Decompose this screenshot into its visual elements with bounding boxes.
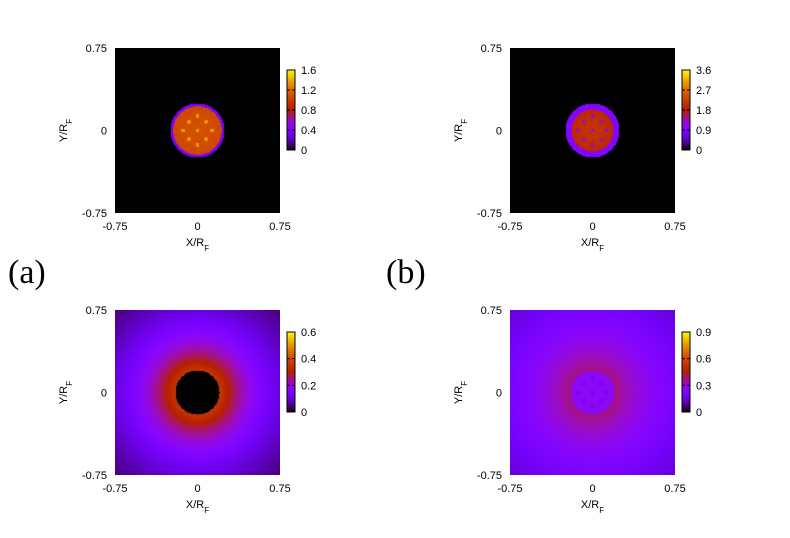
y-tick-labels: 0.75 0 -0.75 (477, 43, 502, 220)
x-tick-label: 0 (589, 221, 595, 233)
y-axis-label: Y/RF (453, 381, 469, 404)
x-tick-label: 0.75 (664, 221, 685, 233)
colorbar-frame (286, 331, 296, 413)
heatmap-image (510, 48, 675, 213)
heatmap-plot-a-top: 0.75 0 -0.75 Y/RF -0.75 0 0.75 X/RF 1.6 1.2 0.… (58, 43, 316, 253)
heatmap-image (510, 310, 675, 475)
x-tick-label: -0.75 (497, 483, 522, 495)
y-tick-label: -0.75 (82, 208, 107, 220)
colorbar (287, 70, 295, 150)
colorbar-tick-labels: 0.6 0.4 0.2 0 (287, 327, 316, 419)
heatmap-plot-b-top: 0.75 0 -0.75 Y/RF -0.75 0 0.75 X/RF 3.6 2.7 1.… (453, 43, 711, 253)
y-tick-labels: 0.75 0 -0.75 (82, 43, 107, 220)
colorbar-tick-labels: 3.6 2.7 1.8 0.9 0 (682, 65, 711, 157)
colorbar-tick-label: 0 (301, 407, 307, 419)
colorbar-frame (681, 331, 691, 413)
colorbar (682, 332, 690, 412)
heatmap-image (115, 310, 280, 475)
colorbar-tick-label: 0.4 (301, 354, 316, 366)
colorbar-tick-label: 1.2 (301, 85, 316, 97)
colorbar-tick-label: 0.9 (696, 125, 711, 137)
colorbar-tick-label: 3.6 (696, 65, 711, 77)
colorbar-tick-label: 0.9 (696, 327, 711, 339)
x-tick-labels: -0.75 0 0.75 (497, 483, 685, 495)
x-axis-label: X/RF (186, 237, 209, 253)
y-tick-labels: 0.75 0 -0.75 (82, 305, 107, 482)
y-tick-label: 0 (496, 388, 502, 400)
y-tick-labels: 0.75 0 -0.75 (477, 305, 502, 482)
panel-b-bottom: 0.75 0 -0.75 Y/RF -0.75 0 0.75 X/RF 0.9 0.6 0.… (395, 262, 790, 531)
x-tick-label: -0.75 (102, 483, 127, 495)
y-tick-label: -0.75 (82, 470, 107, 482)
colorbar-tick-label: 0 (696, 145, 702, 157)
colorbar-tick-labels: 0.9 0.6 0.3 0 (682, 327, 711, 419)
colorbar-tick-label: 0.6 (301, 327, 316, 339)
figure-label-a: (a) (8, 254, 46, 291)
y-tick-label: 0.75 (481, 305, 502, 317)
y-tick-label: 0 (101, 388, 107, 400)
x-tick-label: 0.75 (269, 221, 290, 233)
x-tick-label: 0.75 (269, 483, 290, 495)
y-axis-label: Y/RF (58, 119, 74, 142)
x-tick-label: -0.75 (102, 221, 127, 233)
colorbar-tick-label: 0.2 (301, 380, 316, 392)
heatmap-plot-b-bottom: 0.750-0.75 Y/RF -0.75 0 0.75 X/RF 0.90.60.… (453, 305, 711, 515)
colorbar-tick-label: 0 (301, 145, 307, 157)
colorbar-tick-label: 2.7 (696, 85, 711, 97)
x-tick-label: 0 (194, 221, 200, 233)
x-tick-labels: -0.75 0 0.75 (497, 221, 685, 233)
y-axis-label: Y/RF (58, 381, 74, 404)
colorbar-tick-label: 0.3 (696, 380, 711, 392)
x-axis-label: X/RF (581, 237, 604, 253)
heatmap-plot-a-bottom: 0.750-0.75 Y/RF -0.75 0 0.75 X/RF 0.60.40.… (58, 305, 316, 515)
colorbar-tick-label: 0.4 (301, 125, 316, 137)
panel-a-bottom: 0.75 0 -0.75 Y/RF -0.75 0 0.75 X/RF 0.6 0.4 0.… (0, 262, 395, 531)
figure-label-b: (b) (386, 254, 426, 291)
x-tick-labels: -0.75 0 0.75 (102, 483, 290, 495)
y-tick-label: -0.75 (477, 208, 502, 220)
y-tick-label: 0.75 (86, 43, 107, 55)
colorbar-tick-label: 1.6 (301, 65, 316, 77)
x-axis-label: X/RF (581, 499, 604, 515)
colorbar-tick-labels: 1.6 1.2 0.8 0.4 0 (287, 65, 316, 157)
y-axis-label: Y/RF (453, 119, 469, 142)
x-tick-label: 0.75 (664, 483, 685, 495)
panel-a-top: 0.75 0 -0.75 Y/RF -0.75 0 0.75 X/RF 1.6 1.2 0.… (0, 0, 395, 269)
y-tick-label: 0.75 (86, 305, 107, 317)
x-axis-label: X/RF (186, 499, 209, 515)
colorbar-tick-label: 0.6 (696, 354, 711, 366)
colorbar-tick-label: 0 (696, 407, 702, 419)
colorbar-tick-label: 1.8 (696, 105, 711, 117)
heatmap-image (115, 48, 280, 213)
x-tick-label: -0.75 (497, 221, 522, 233)
y-tick-label: -0.75 (477, 470, 502, 482)
x-tick-label: 0 (194, 483, 200, 495)
y-tick-label: 0 (496, 126, 502, 138)
colorbar-tick-label: 0.8 (301, 105, 316, 117)
x-tick-labels: -0.75 0 0.75 (102, 221, 290, 233)
x-tick-label: 0 (589, 483, 595, 495)
colorbar (287, 332, 295, 412)
colorbar (682, 70, 690, 150)
y-tick-label: 0 (101, 126, 107, 138)
panel-b-top: 0.75 0 -0.75 Y/RF -0.75 0 0.75 X/RF 3.6 2.7 1.… (395, 0, 790, 269)
y-tick-label: 0.75 (481, 43, 502, 55)
